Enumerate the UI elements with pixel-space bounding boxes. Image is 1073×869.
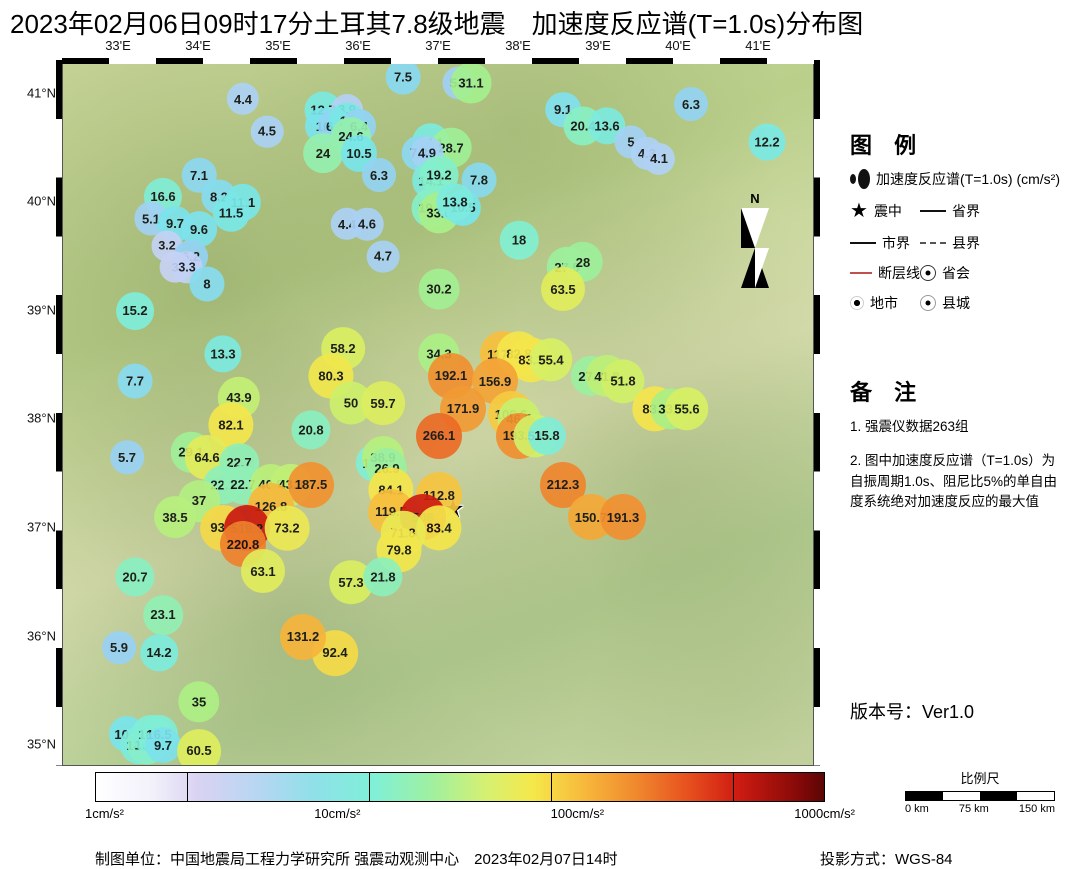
longitude-tick-label-38'E: 38'E xyxy=(505,38,531,53)
station-reading-point[interactable]: 60.5 xyxy=(177,729,221,766)
station-reading-point[interactable]: 4.6 xyxy=(351,208,384,241)
colorbar-tick-3: 100cm/s² xyxy=(551,806,604,821)
station-reading-point[interactable]: 4.7 xyxy=(367,240,400,273)
longitude-tick-label-35'E: 35'E xyxy=(265,38,291,53)
colorbar-tick-4: 1000cm/s² xyxy=(794,806,855,821)
map-canvas: N ★ 7.55.231.14.412.73.99.16.3106.6126.4… xyxy=(62,60,814,766)
station-reading-point[interactable]: 20.8 xyxy=(291,411,330,450)
station-reading-point[interactable]: 30.2 xyxy=(419,269,460,310)
station-reading-point[interactable]: 14.2 xyxy=(140,634,178,672)
colorbar: 1cm/s² 10cm/s² 100cm/s² 1000cm/s² xyxy=(95,772,825,821)
station-reading-point[interactable]: 73.2 xyxy=(265,506,310,551)
legend-point-icon-large xyxy=(858,169,870,189)
station-reading-point[interactable]: 18 xyxy=(500,221,539,260)
station-reading-point[interactable]: 20.7 xyxy=(115,557,154,596)
longitude-axis-ticks xyxy=(62,58,814,64)
station-reading-point[interactable]: 5.9 xyxy=(102,631,136,665)
station-reading-point[interactable]: 4.5 xyxy=(251,115,284,148)
legend-point-label: 加速度反应谱(T=1.0s) (cm/s²) xyxy=(876,169,1060,189)
station-reading-point[interactable]: 4.1 xyxy=(643,143,675,175)
longitude-axis: 33'E 34'E 35'E 36'E 37'E 38'E 39'E 40'E 41'E xyxy=(62,38,814,56)
legend-capital-icon xyxy=(920,265,936,281)
station-reading-point[interactable]: 63.5 xyxy=(541,267,585,311)
latitude-tick-label-39°N: 39°N xyxy=(27,302,56,317)
latitude-tick-label-37°N: 37°N xyxy=(27,520,56,535)
longitude-tick-label-40'E: 40'E xyxy=(665,38,691,53)
station-reading-point[interactable]: 9.7 xyxy=(145,727,181,763)
latitude-tick-label-41°N: 41°N xyxy=(27,85,56,100)
legend-point-icon xyxy=(850,174,856,184)
colorbar-tick-1: 1cm/s² xyxy=(85,806,124,821)
version-label: 版本号：Ver1.0 xyxy=(850,698,974,724)
station-reading-point[interactable]: 23.1 xyxy=(143,595,183,635)
station-reading-point[interactable]: 7.7 xyxy=(118,364,153,399)
station-reading-point[interactable]: 8 xyxy=(189,266,224,301)
station-reading-point[interactable]: 63.1 xyxy=(241,549,285,593)
scale-bar: 比例尺 0 km 75 km 150 km xyxy=(900,768,1060,815)
legend-county-town-icon xyxy=(920,295,936,311)
station-reading-point[interactable]: 15.8 xyxy=(528,417,566,455)
station-reading-point[interactable]: 6.3 xyxy=(362,158,396,192)
station-reading-point[interactable]: 15.2 xyxy=(116,292,154,330)
longitude-tick-label-36'E: 36'E xyxy=(345,38,371,53)
legend-fault-line-icon xyxy=(850,272,872,274)
latitude-axis-ticks-right xyxy=(814,60,820,766)
compass-icon: N xyxy=(737,191,773,286)
station-reading-point[interactable]: 6.3 xyxy=(674,87,708,121)
notes-panel: 备 注 1. 强震仪数据263组 2. 图中加速度反应谱（T=1.0s）为自振周… xyxy=(850,375,1065,526)
station-reading-point[interactable]: 5.7 xyxy=(110,441,144,475)
colorbar-gradient xyxy=(95,772,825,802)
colorbar-tick-2: 10cm/s² xyxy=(314,806,360,821)
legend-prefecture-icon xyxy=(850,296,864,310)
station-reading-point[interactable]: 59.7 xyxy=(361,381,405,425)
latitude-axis: 41°N 40°N 39°N 38°N 37°N 36°N 35°N xyxy=(20,60,60,766)
station-reading-point[interactable]: 191.3 xyxy=(600,494,646,540)
station-reading-point[interactable]: 187.5 xyxy=(288,462,334,508)
station-reading-point[interactable]: 266.1 xyxy=(416,413,462,459)
page-title: 2023年02月06日09时17分土耳其7.8级地震 加速度反应谱(T=1.0s… xyxy=(10,4,863,41)
station-reading-point[interactable]: 12.2 xyxy=(749,124,786,161)
legend-county-border-icon xyxy=(920,242,946,244)
note-item-2: 2. 图中加速度反应谱（T=1.0s）为自振周期1.0s、阻尼比5%的单自由度系… xyxy=(850,451,1065,512)
legend-panel: 图 例 加速度反应谱(T=1.0s) (cm/s²) ★ 震中 省界 市界 县界 … xyxy=(850,128,1060,313)
latitude-tick-label-38°N: 38°N xyxy=(27,411,56,426)
longitude-tick-label-37'E: 37'E xyxy=(425,38,451,53)
station-reading-point[interactable]: 38.5 xyxy=(154,496,196,538)
longitude-tick-label-41'E: 41'E xyxy=(745,38,771,53)
latitude-tick-label-36°N: 36°N xyxy=(27,628,56,643)
station-reading-point[interactable]: 24 xyxy=(303,133,343,173)
legend-epicenter-icon: ★ xyxy=(850,198,868,223)
longitude-tick-label-34'E: 34'E xyxy=(185,38,211,53)
station-reading-point[interactable]: 131.2 xyxy=(280,614,326,660)
longitude-tick-label-33'E: 33'E xyxy=(105,38,131,53)
station-reading-point[interactable]: 11.5 xyxy=(213,195,250,232)
latitude-tick-label-40°N: 40°N xyxy=(27,194,56,209)
longitude-tick-label-39'E: 39'E xyxy=(585,38,611,53)
legend-city-border-icon xyxy=(850,242,876,244)
station-reading-point[interactable]: 31.1 xyxy=(451,62,492,103)
station-reading-point[interactable]: 7.5 xyxy=(386,60,421,95)
latitude-tick-label-35°N: 35°N xyxy=(27,737,56,752)
note-item-1: 1. 强震仪数据263组 xyxy=(850,417,1065,437)
latitude-axis-ticks-left xyxy=(56,60,62,766)
legend-province-border-icon xyxy=(920,210,946,212)
